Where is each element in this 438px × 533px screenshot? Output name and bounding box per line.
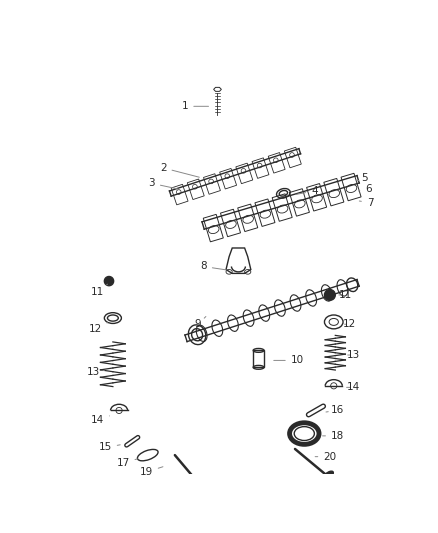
Text: 11: 11 [339, 290, 352, 300]
Circle shape [104, 277, 113, 286]
Text: 2: 2 [160, 163, 199, 177]
Text: 6: 6 [359, 184, 372, 195]
Text: 10: 10 [274, 356, 304, 366]
Text: 11: 11 [91, 284, 107, 297]
Text: 19: 19 [140, 467, 163, 477]
Text: 13: 13 [87, 367, 104, 377]
Text: 18: 18 [322, 431, 344, 441]
Text: 8: 8 [200, 262, 226, 271]
Text: 7: 7 [359, 198, 374, 207]
Text: 14: 14 [346, 382, 360, 392]
Bar [253, 350, 264, 367]
Circle shape [325, 289, 336, 301]
Text: 3: 3 [148, 179, 177, 189]
Text: 20: 20 [315, 451, 336, 462]
Text: 5: 5 [357, 173, 368, 183]
Text: 16: 16 [326, 406, 344, 415]
Text: 4: 4 [296, 186, 318, 196]
Text: 13: 13 [346, 350, 360, 360]
Text: 9: 9 [195, 317, 206, 329]
Ellipse shape [322, 471, 333, 481]
Text: 14: 14 [91, 415, 110, 425]
Text: 1: 1 [182, 101, 208, 111]
Ellipse shape [201, 487, 213, 500]
Text: 12: 12 [88, 322, 107, 334]
Text: 15: 15 [99, 442, 120, 453]
Text: 17: 17 [117, 458, 138, 468]
Text: 12: 12 [343, 319, 356, 329]
